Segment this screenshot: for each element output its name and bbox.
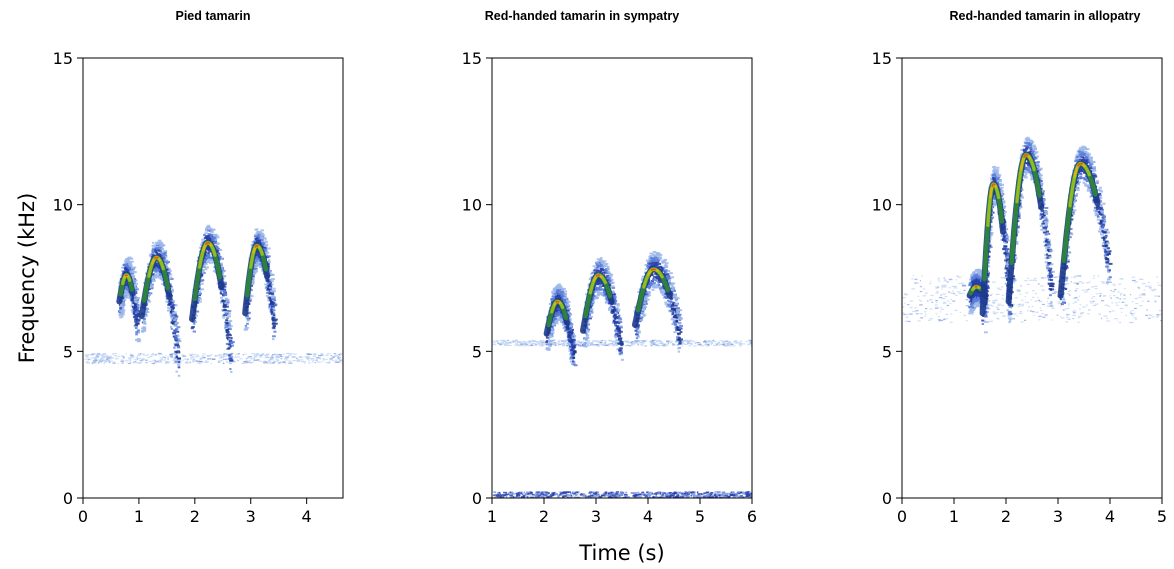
x-tick-label: 1 bbox=[487, 507, 497, 526]
plot-area bbox=[492, 251, 752, 498]
y-tick-label: 10 bbox=[53, 196, 73, 215]
x-tick-label: 2 bbox=[539, 507, 549, 526]
x-tick-label: 4 bbox=[302, 507, 312, 526]
x-tick-label: 2 bbox=[190, 507, 200, 526]
y-tick-label: 10 bbox=[872, 196, 892, 215]
x-tick-label: 2 bbox=[1001, 507, 1011, 526]
y-tick-label: 0 bbox=[882, 489, 892, 508]
y-tick-label: 5 bbox=[63, 342, 73, 361]
panel-title: Pied tamarin bbox=[175, 9, 250, 23]
x-tick-label: 5 bbox=[1157, 507, 1167, 526]
x-tick-label: 0 bbox=[897, 507, 907, 526]
x-tick-label: 1 bbox=[134, 507, 144, 526]
panel-title: Red-handed tamarin in sympatry bbox=[485, 9, 680, 23]
low-frequency-band bbox=[493, 491, 752, 498]
call-syllable bbox=[138, 239, 182, 377]
x-tick-label: 4 bbox=[1105, 507, 1115, 526]
noise-band bbox=[84, 352, 343, 365]
y-tick-label: 15 bbox=[53, 49, 73, 68]
plot-area bbox=[84, 224, 343, 377]
plot-frame bbox=[82, 57, 344, 499]
call-syllable bbox=[580, 257, 624, 361]
panel-title: Red-handed tamarin in allopatry bbox=[949, 9, 1140, 23]
call-syllable bbox=[979, 165, 1014, 334]
call-syllable bbox=[116, 256, 142, 343]
x-tick-label: 3 bbox=[591, 507, 601, 526]
noise-band bbox=[902, 275, 1162, 324]
call-syllable bbox=[1005, 136, 1055, 320]
noise-band bbox=[492, 339, 752, 347]
y-tick-label: 0 bbox=[63, 489, 73, 508]
x-tick-label: 6 bbox=[747, 507, 757, 526]
call-syllable bbox=[632, 251, 684, 353]
y-tick-label: 15 bbox=[462, 49, 482, 68]
spectrogram-panel: Pied tamarin 0 5 10 15 0 1 2 3 4 bbox=[53, 9, 344, 526]
y-tick-label: 15 bbox=[872, 49, 892, 68]
call-syllable bbox=[242, 228, 278, 341]
call-syllable bbox=[189, 224, 235, 373]
call-syllable bbox=[1057, 145, 1113, 306]
x-axis-label: Time (s) bbox=[578, 541, 664, 565]
y-tick-label: 5 bbox=[472, 342, 482, 361]
y-tick-label: 5 bbox=[882, 342, 892, 361]
plot-area bbox=[902, 136, 1162, 334]
x-tick-label: 0 bbox=[78, 507, 88, 526]
x-tick-label: 1 bbox=[949, 507, 959, 526]
y-tick-label: 10 bbox=[462, 196, 482, 215]
y-axis-label: Frequency (kHz) bbox=[15, 193, 39, 364]
spectrogram-panel: Red-handed tamarin in sympatry 0 5 10 15 1 2 3 4… bbox=[462, 9, 757, 526]
spectrogram-panel: Red-handed tamarin in allopatry 0 5 10 15 0 1 2… bbox=[872, 9, 1167, 526]
plot-frame bbox=[901, 57, 1163, 499]
x-tick-label: 3 bbox=[1053, 507, 1063, 526]
x-tick-label: 5 bbox=[695, 507, 705, 526]
plot-frame bbox=[491, 57, 753, 499]
call-syllable bbox=[543, 283, 578, 367]
y-tick-label: 0 bbox=[472, 489, 482, 508]
x-tick-label: 3 bbox=[246, 507, 256, 526]
x-tick-label: 4 bbox=[643, 507, 653, 526]
